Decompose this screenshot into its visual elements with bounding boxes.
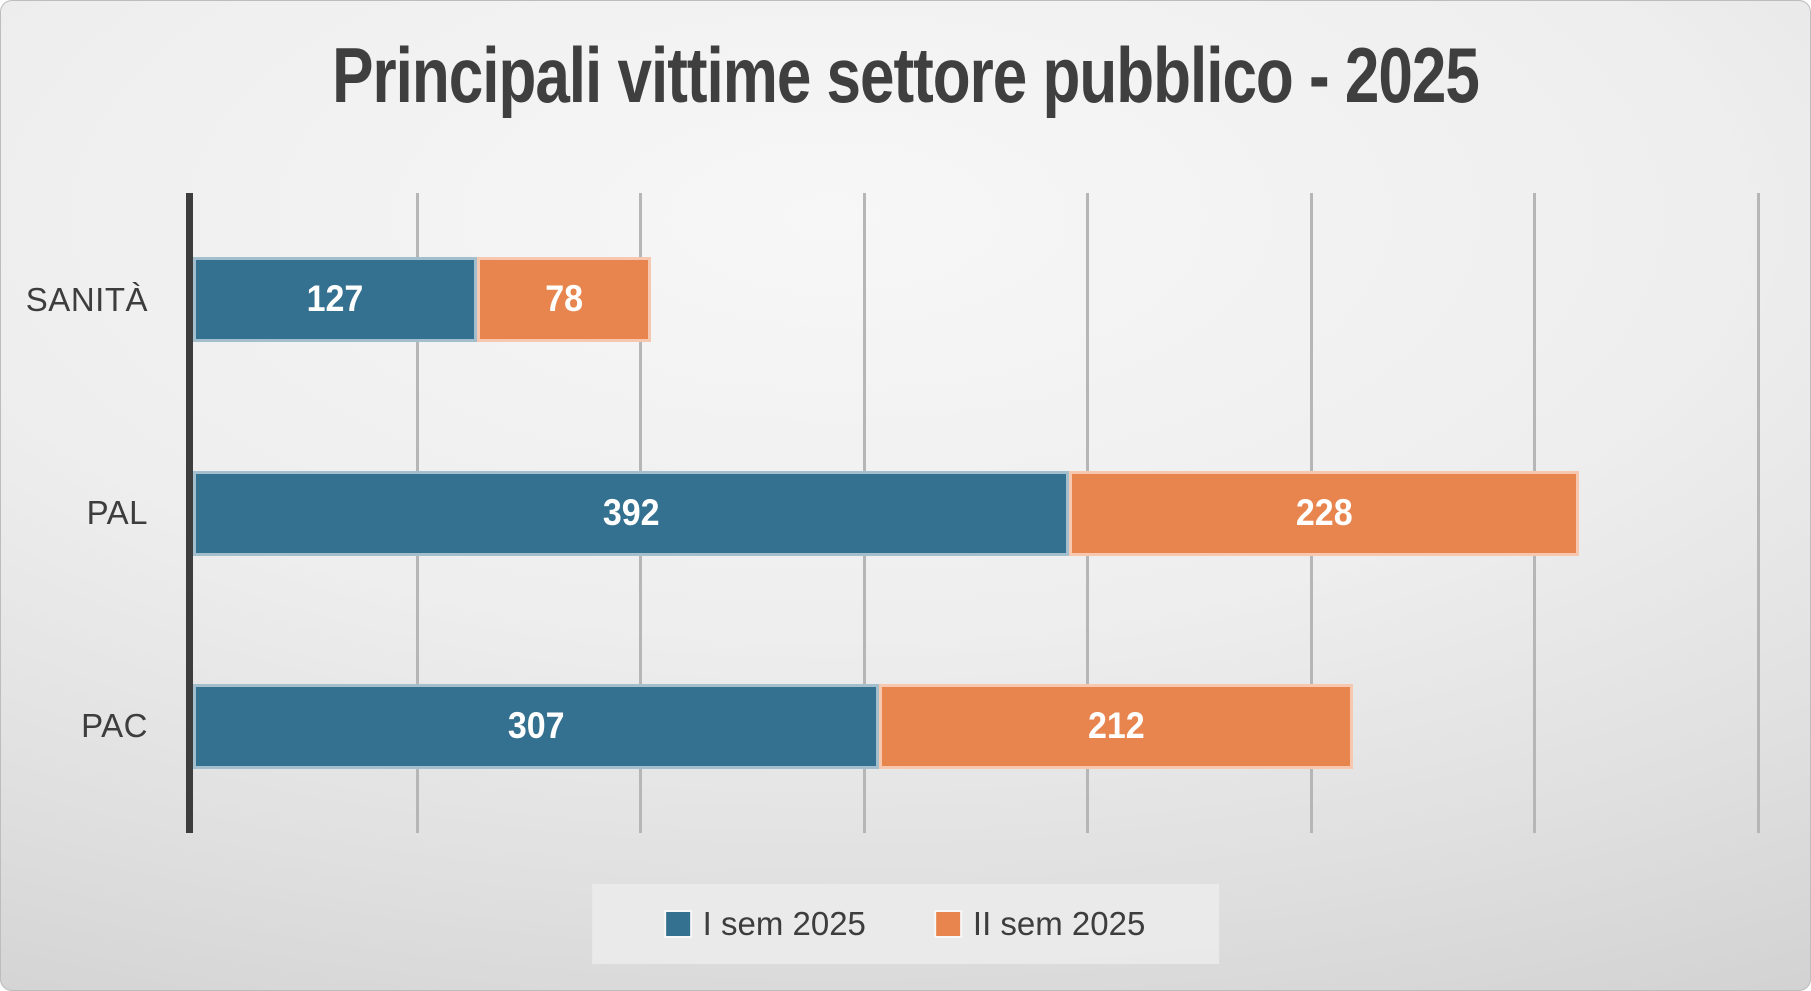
bar-value-label: 127 (306, 278, 364, 321)
value-axis-line (186, 193, 193, 833)
bar-segment[interactable]: 78 (476, 257, 652, 343)
legend: I sem 2025 II sem 2025 (591, 884, 1220, 964)
plot-area: 127 78 392 228 307 212 (186, 193, 1760, 833)
bar-segment[interactable]: 307 (193, 683, 880, 769)
bar-value-label: 78 (545, 278, 584, 321)
bar-value-label: 392 (602, 491, 660, 534)
bar-segment[interactable]: 228 (1069, 470, 1580, 556)
category-axis: SANITÀ PAL PAC (0, 193, 170, 833)
legend-item-sem2[interactable]: II sem 2025 (935, 905, 1146, 943)
bar-value-label: 228 (1295, 491, 1353, 534)
category-label: PAC (81, 707, 148, 745)
bar-segment[interactable]: 212 (879, 683, 1354, 769)
bar-row: 307 212 (193, 683, 1354, 769)
bar-value-label: 307 (507, 704, 565, 747)
bar-segment[interactable]: 127 (193, 257, 477, 343)
chart-title: Principali vittime settore pubblico - 20… (0, 24, 1811, 128)
bar-row: 392 228 (193, 470, 1580, 556)
legend-item-sem1[interactable]: I sem 2025 (665, 905, 866, 943)
gridline (1757, 193, 1760, 833)
legend-label-sem1: I sem 2025 (702, 905, 866, 942)
bar-row: 127 78 (193, 257, 652, 343)
legend-label-sem2: II sem 2025 (972, 905, 1146, 942)
bar-segment[interactable]: 392 (193, 470, 1070, 556)
legend-swatch-sem2 (935, 912, 960, 936)
category-label: PAL (86, 493, 148, 531)
bar-value-label: 212 (1087, 704, 1145, 747)
chart-title-text: Principali vittime settore pubblico - 20… (332, 32, 1480, 120)
category-label: SANITÀ (25, 280, 148, 318)
legend-swatch-sem1 (665, 912, 690, 936)
